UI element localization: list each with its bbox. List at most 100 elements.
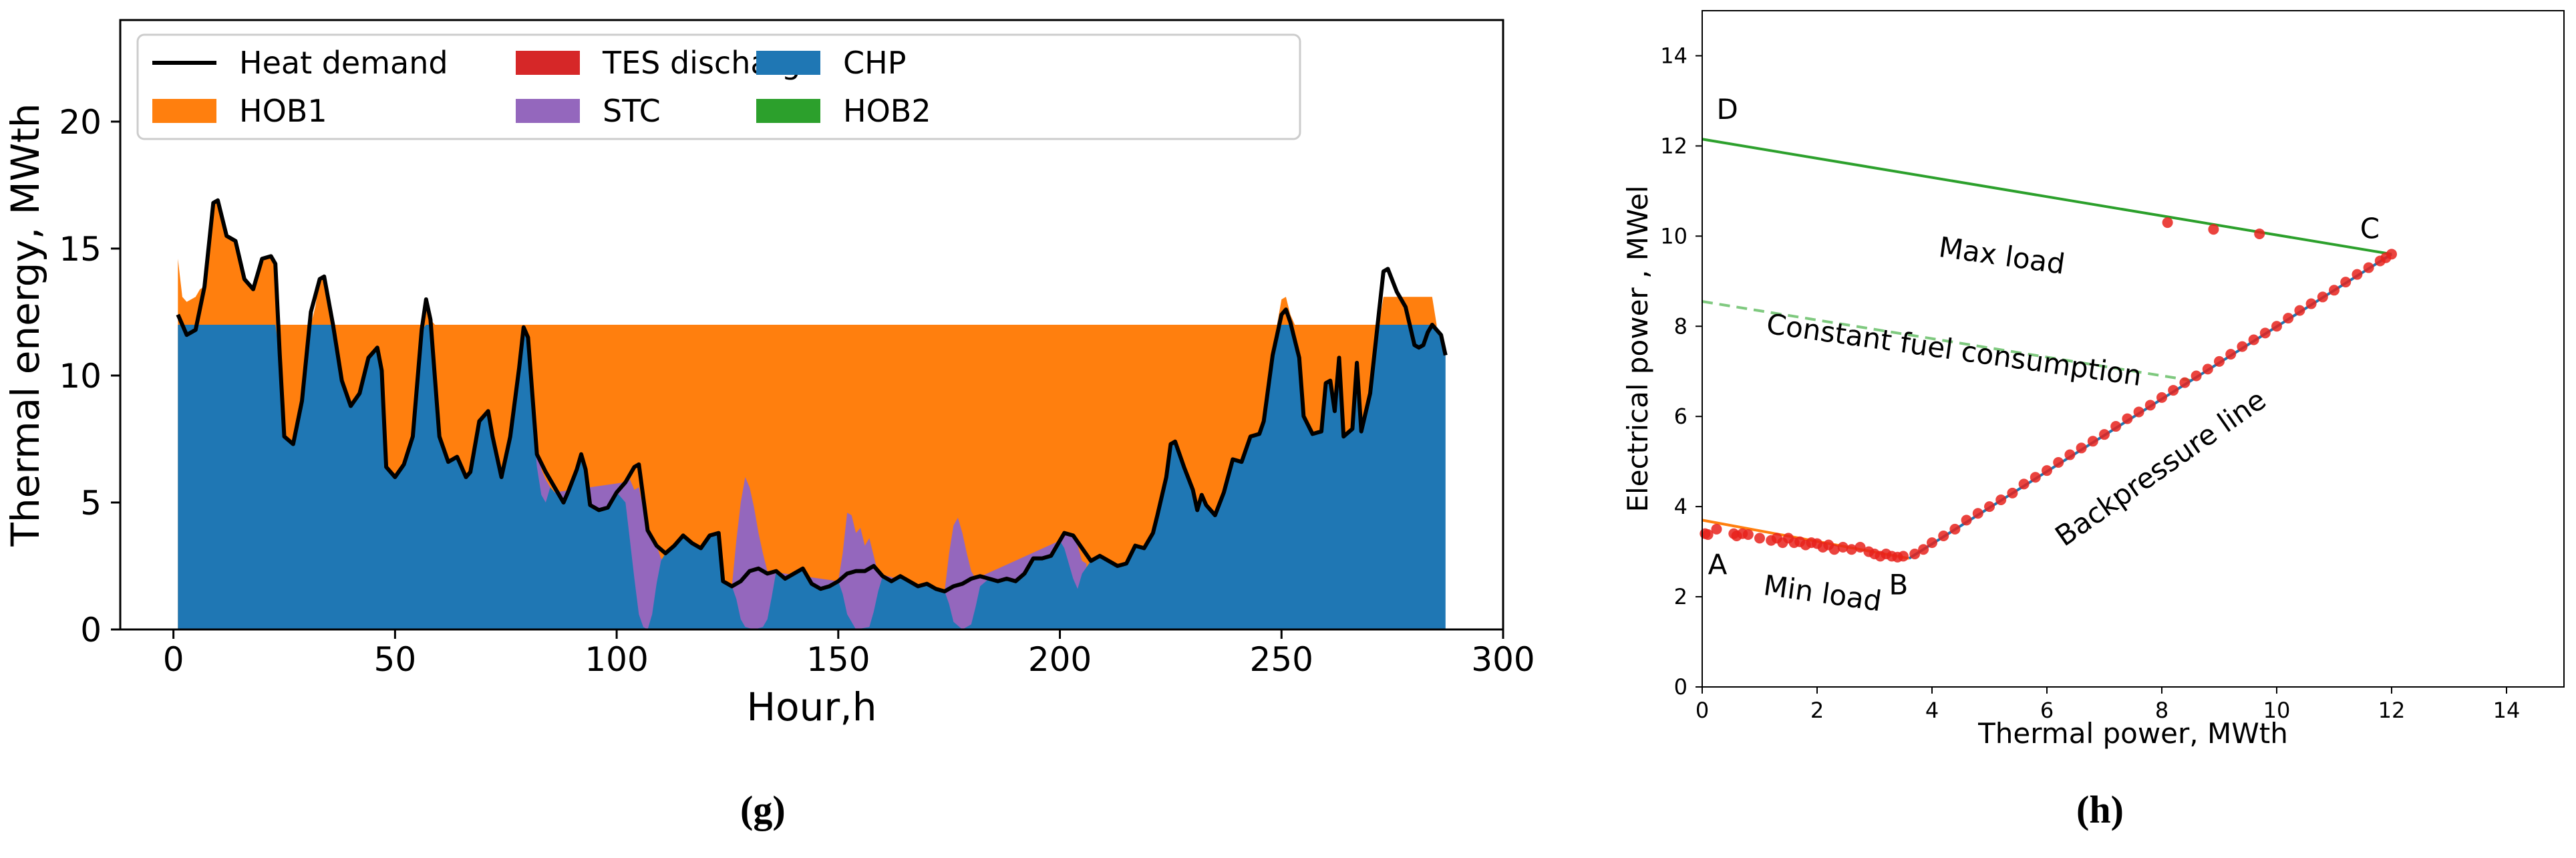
x-tick-label-g: 100 <box>585 640 648 679</box>
scatter-point-h <box>2144 400 2156 411</box>
x-tick-label-h: 14 <box>2493 698 2521 723</box>
x-tick-label-g: 0 <box>163 640 184 679</box>
y-tick-label-g: 15 <box>59 230 102 269</box>
scatter-point-h <box>1984 501 1995 513</box>
scatter-point-h <box>2191 370 2202 382</box>
scatter-point-h <box>2076 442 2087 454</box>
scatter-point-h <box>1754 533 1765 544</box>
scatter-point-h <box>2329 285 2340 296</box>
scatter-point-h <box>2087 436 2098 447</box>
point-label-h: A <box>1708 548 1728 581</box>
legend-swatch-g <box>152 99 216 123</box>
scatter-point-h <box>1972 508 1983 519</box>
scatter-point-h <box>2202 364 2213 375</box>
y-tick-label-h: 0 <box>1674 674 1687 700</box>
y-tick-label-g: 10 <box>59 357 102 396</box>
line-heat-demand <box>176 198 1448 593</box>
x-tick-label-h: 8 <box>2155 698 2168 723</box>
scatter-point-h <box>2099 429 2110 440</box>
x-tick-label-h: 0 <box>1696 698 1709 723</box>
area-chp <box>178 325 1446 629</box>
scatter-point-h <box>1846 544 1857 555</box>
scatter-point-h <box>1742 529 1754 540</box>
x-axis-title-g: Hour,h <box>747 684 877 730</box>
scatter-point-h <box>2208 224 2219 235</box>
x-tick-label-h: 4 <box>1925 698 1939 723</box>
scatter-point-h <box>2271 321 2282 332</box>
x-tick-label-g: 300 <box>1471 640 1535 679</box>
chart-g: 0 50 100 150 200 250 300 0 5 10 15 20 Hour,h Thermal … <box>3 19 1535 730</box>
scatter-point-h <box>2254 228 2265 239</box>
legend-box-g <box>136 33 1301 140</box>
legend-label-g: CHP <box>843 45 906 81</box>
scatter-point-h <box>2133 406 2144 418</box>
scatter-point-h <box>2030 472 2041 483</box>
scatter-point-h <box>2225 349 2237 360</box>
panel-label-h: (h) <box>2076 788 2124 831</box>
legend-label-g: Heat demand <box>239 45 448 81</box>
scatter-point-h <box>2294 305 2305 316</box>
scatter-point-h <box>2042 465 2052 476</box>
y-tick-label-g: 0 <box>80 611 102 650</box>
scatter-point-h <box>1909 548 1921 559</box>
scatter-point-h <box>2168 385 2179 396</box>
scatter-point-h <box>2156 392 2167 403</box>
scatter-point-h <box>2305 298 2317 309</box>
x-axis-title-h: Thermal power, MWth <box>1977 717 2288 750</box>
scatter-point-h <box>2283 313 2294 324</box>
scatter-point-h <box>2122 413 2133 424</box>
y-tick-label-h: 2 <box>1674 584 1687 609</box>
scatter-point-h <box>2053 457 2064 468</box>
scatter-point-h <box>2248 334 2259 345</box>
scatter-point-h <box>1938 530 1949 541</box>
scatter-point-h <box>2340 277 2352 288</box>
y-tick-label-h: 8 <box>1674 313 1687 339</box>
series-line-h <box>1702 138 2392 256</box>
legend-label-g: STC <box>603 93 661 129</box>
scatter-point-h <box>1855 541 1866 553</box>
y-tick-label-h: 6 <box>1674 404 1687 429</box>
x-tick-label-g: 200 <box>1028 640 1092 679</box>
plot-background-h <box>1702 11 2564 687</box>
x-tick-label-h: 12 <box>2378 698 2406 723</box>
panel-label-g: (g) <box>740 788 786 831</box>
scatter-point-h <box>1828 544 1840 555</box>
x-tick-label-h: 6 <box>2040 698 2054 723</box>
point-label-h: B <box>1889 569 1909 601</box>
series-line-h <box>1702 300 2191 382</box>
scatter-point-h <box>2214 355 2225 367</box>
y-tick-label-h: 4 <box>1674 494 1687 519</box>
legend-label-g: HOB1 <box>239 93 327 129</box>
scatter-point-h <box>1711 523 1722 535</box>
x-tick-label-h: 2 <box>1810 698 1824 723</box>
scatter-point-h <box>1702 529 1714 540</box>
scatter-point-h <box>2007 487 2018 498</box>
x-tick-label-g: 150 <box>806 640 870 679</box>
y-tick-label-h: 10 <box>1660 223 1687 249</box>
scatter-point-h <box>2179 377 2191 388</box>
y-tick-label-h: 12 <box>1660 133 1687 158</box>
legend-label-g: HOB2 <box>843 93 931 129</box>
scatter-point-h <box>2386 249 2397 260</box>
x-tick-label-g: 50 <box>374 640 417 679</box>
scatter-point-h <box>2363 262 2374 273</box>
scatter-point-h <box>2064 449 2076 460</box>
legend-swatch-g <box>756 51 820 75</box>
scatter-point-h <box>1995 494 2007 506</box>
scatter-point-h <box>1918 544 1929 555</box>
scatter-point-h <box>1837 541 1848 553</box>
point-label-h: D <box>1717 93 1738 126</box>
y-axis-title-g: Thermal energy, MWth <box>3 103 48 547</box>
x-tick-label-h: 10 <box>2263 698 2291 723</box>
scatter-point-h <box>1927 537 1937 549</box>
point-label-h: C <box>2360 212 2380 245</box>
legend-swatch-g <box>756 99 820 123</box>
scatter-point-h <box>2317 291 2328 303</box>
scatter-point-h <box>2162 217 2173 229</box>
scatter-point-h <box>1898 551 1909 562</box>
chart-h: 0 2 4 6 8 10 12 14 0 2 4 6 8 10 12 14 Thermal power, MWt… <box>1621 10 2565 750</box>
scatter-point-h <box>2110 421 2122 432</box>
y-axis-title-h: Electrical power , MWel <box>1621 185 1654 512</box>
scatter-point-h <box>2259 327 2271 339</box>
y-tick-label-g: 5 <box>80 484 102 523</box>
